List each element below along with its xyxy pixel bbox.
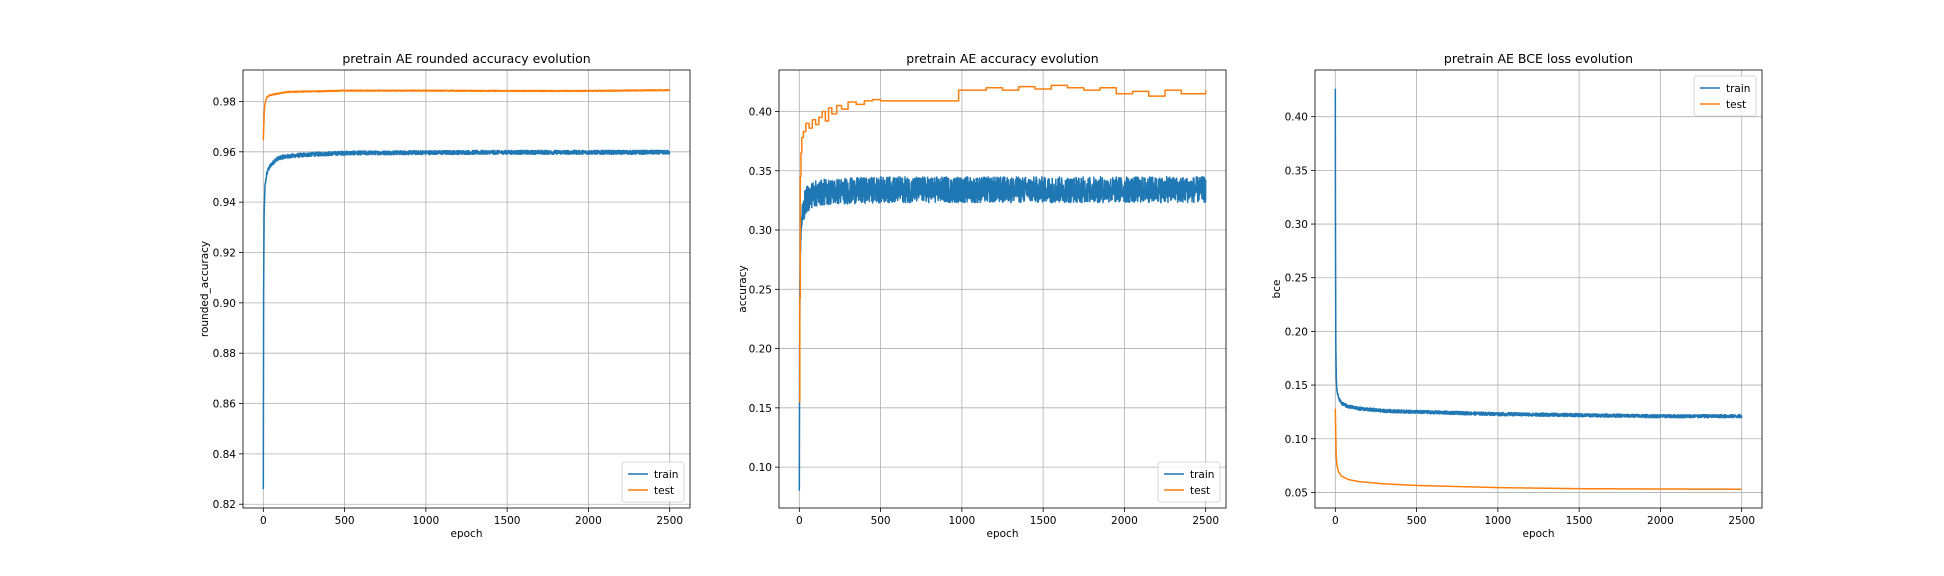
x-tick-label: 0: [796, 515, 803, 527]
y-tick-label: 0.40: [749, 106, 772, 118]
y-tick-label: 0.10: [1285, 434, 1308, 446]
legend-label-test: test: [1726, 99, 1746, 111]
plot-lines: [798, 84, 1207, 491]
legend: train test: [1157, 461, 1221, 503]
y-tick-label: 0.40: [1285, 112, 1308, 124]
legend-label-test: test: [1190, 485, 1210, 497]
y-tick-label: 0.35: [1285, 165, 1308, 177]
panel-rounded-accuracy: pretrain AE rounded accuracy evolution 0…: [199, 51, 691, 540]
x-axis-ticks: 0 500 1000 1500 2000 2500: [796, 508, 1219, 527]
y-axis-ticks: 0.05 0.10 0.15 0.20 0.25 0.30 0.35 0.40: [1285, 112, 1315, 499]
legend: train test: [621, 461, 685, 503]
y-tick-label: 0.92: [213, 248, 236, 260]
y-tick-label: 0.82: [213, 499, 236, 511]
y-tick-label: 0.10: [749, 462, 772, 474]
x-tick-label: 500: [871, 515, 891, 527]
series-line-test: [1334, 408, 1743, 490]
x-tick-label: 2500: [1728, 515, 1755, 527]
series-line-train: [1334, 88, 1743, 419]
y-tick-label: 0.30: [749, 225, 772, 237]
y-axis-ticks: 0.10 0.15 0.20 0.25 0.30 0.35 0.40: [749, 106, 779, 474]
legend-box: [621, 461, 685, 503]
y-axis-ticks: 0.82 0.84 0.86 0.88 0.90 0.92 0.94 0.96 0.98: [213, 96, 243, 511]
panel-accuracy: pretrain AE accuracy evolution 0 500 1000 1…: [737, 51, 1227, 540]
grid: [779, 70, 1226, 508]
x-axis-ticks: 0 500 1000 1500 2000 2500: [1332, 508, 1755, 527]
legend-label-test: test: [654, 485, 674, 497]
series-line-test: [799, 84, 1207, 403]
series-line-test: [262, 88, 671, 141]
y-tick-label: 0.15: [1285, 380, 1308, 392]
x-tick-label: 1500: [1030, 515, 1057, 527]
x-axis-label: epoch: [451, 528, 483, 540]
chart-title: pretrain AE BCE loss evolution: [1444, 51, 1633, 66]
y-tick-label: 0.15: [749, 403, 772, 415]
legend-label-train: train: [1726, 83, 1750, 95]
x-tick-label: 2000: [1647, 515, 1674, 527]
chart-title: pretrain AE accuracy evolution: [906, 51, 1098, 66]
y-axis-label: rounded_accuracy: [199, 241, 211, 337]
y-tick-label: 0.30: [1285, 219, 1308, 231]
legend-box: [1693, 75, 1757, 117]
axes-frame: [1314, 69, 1763, 509]
x-tick-label: 0: [1332, 515, 1339, 527]
x-tick-label: 2000: [575, 515, 602, 527]
legend-box: [1157, 461, 1221, 503]
y-axis-label: bce: [1271, 280, 1283, 299]
y-tick-label: 0.84: [213, 449, 237, 461]
y-tick-label: 0.88: [213, 348, 236, 360]
x-tick-label: 1500: [494, 515, 521, 527]
y-tick-label: 0.94: [213, 197, 237, 209]
y-tick-label: 0.05: [1285, 487, 1308, 499]
x-axis-ticks: 0 500 1000 1500 2000 2500: [260, 508, 683, 527]
y-tick-label: 0.25: [749, 284, 772, 296]
x-tick-label: 1000: [412, 515, 439, 527]
axes-frame: [242, 69, 691, 509]
x-tick-label: 500: [1407, 515, 1427, 527]
y-axis-label: accuracy: [737, 265, 749, 312]
x-tick-label: 0: [260, 515, 267, 527]
x-tick-label: 2500: [656, 515, 683, 527]
plot-lines: [262, 88, 671, 490]
x-tick-label: 2500: [1192, 515, 1219, 527]
y-tick-label: 0.98: [213, 96, 236, 108]
x-tick-label: 1500: [1566, 515, 1593, 527]
series-line-train: [798, 175, 1207, 491]
x-tick-label: 500: [335, 515, 355, 527]
legend-label-train: train: [654, 469, 678, 481]
y-tick-label: 0.90: [213, 298, 236, 310]
plot-lines: [1334, 88, 1743, 490]
panel-bce-loss: pretrain AE BCE loss evolution 0 500 1000 1…: [1271, 51, 1763, 540]
y-tick-label: 0.20: [749, 344, 772, 356]
y-tick-label: 0.25: [1285, 273, 1308, 285]
y-tick-label: 0.20: [1285, 326, 1308, 338]
legend: train test: [1693, 75, 1757, 117]
y-tick-label: 0.96: [213, 147, 237, 159]
legend-label-train: train: [1190, 469, 1214, 481]
x-axis-label: epoch: [1523, 528, 1555, 540]
x-tick-label: 1000: [1484, 515, 1511, 527]
x-tick-label: 1000: [948, 515, 975, 527]
x-tick-label: 2000: [1111, 515, 1138, 527]
y-tick-label: 0.35: [749, 166, 772, 178]
chart-title: pretrain AE rounded accuracy evolution: [342, 51, 590, 66]
y-tick-label: 0.86: [213, 399, 237, 411]
x-axis-label: epoch: [987, 528, 1019, 540]
series-line-train: [262, 149, 671, 490]
